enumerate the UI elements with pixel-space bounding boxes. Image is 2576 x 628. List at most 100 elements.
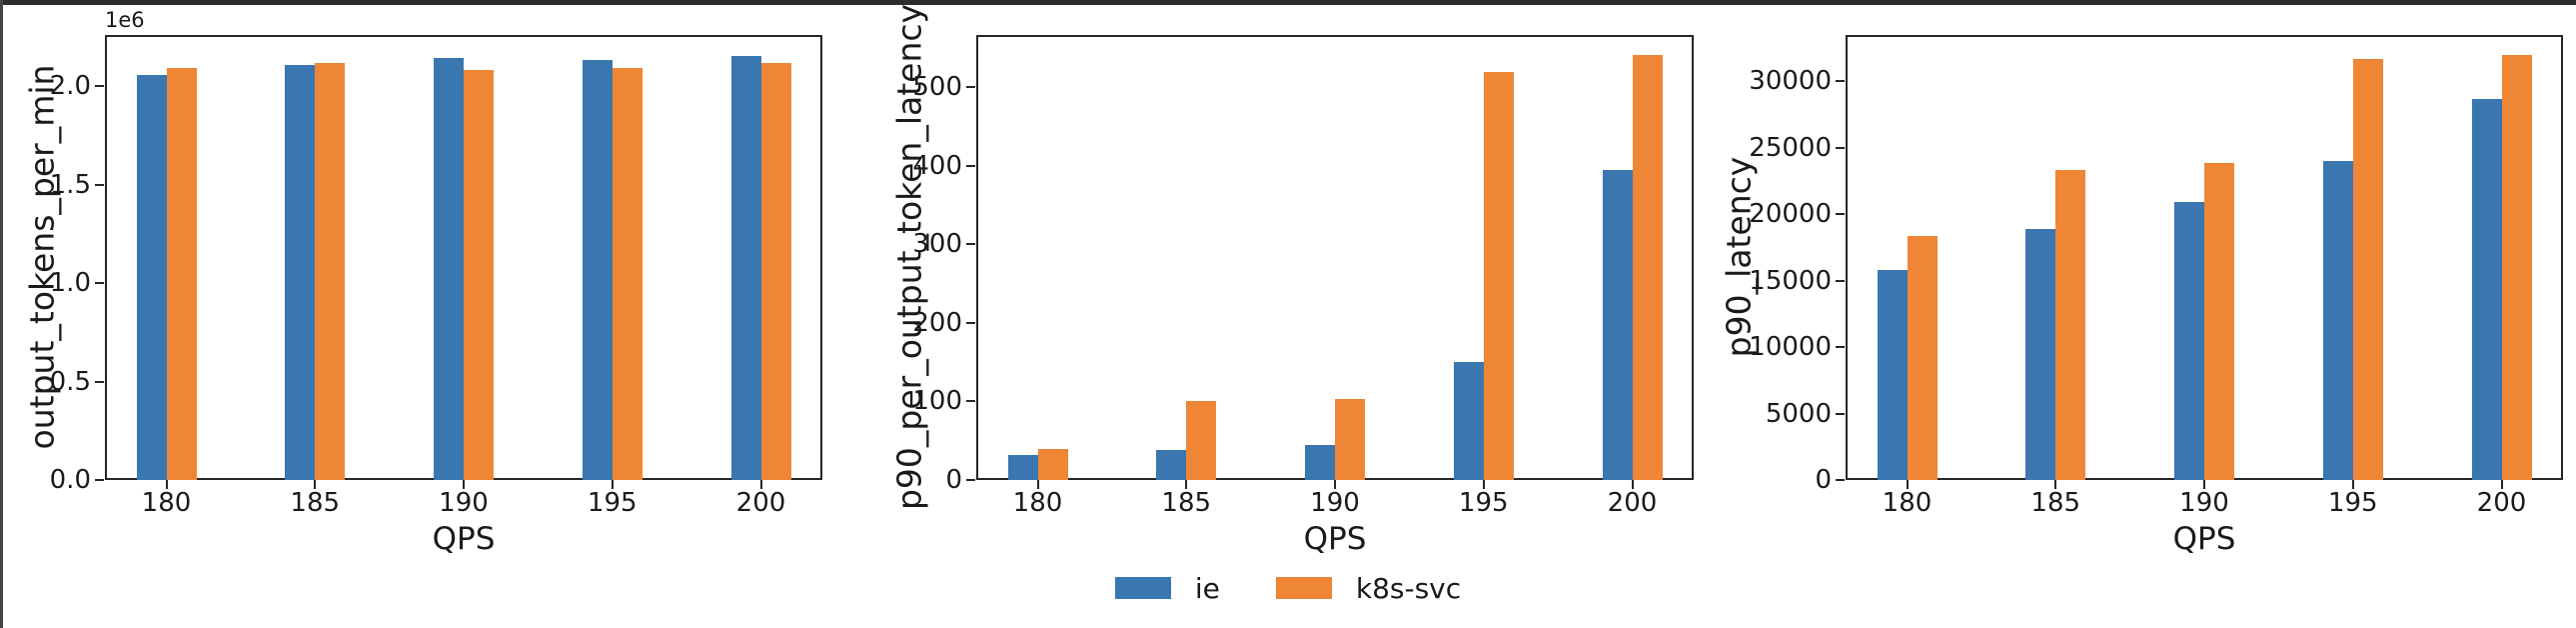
y-tick-mark (966, 85, 975, 88)
y-tick-label: 2.0 (49, 71, 91, 102)
x-tick-mark (1631, 480, 1634, 489)
x-tick-mark (463, 480, 465, 489)
bar-ie-195 (582, 60, 613, 480)
x-tick-mark (1185, 480, 1188, 489)
bar-k8s-svc-195 (1483, 71, 1514, 480)
bar-k8s-svc-185 (1186, 401, 1217, 480)
y-tick-label: 25000 (1749, 132, 1832, 163)
y-axis-label-p90-latency: p90_latency (1719, 156, 1759, 358)
y-tick-mark (1836, 146, 1845, 149)
x-tick-label: 190 (2179, 488, 2229, 518)
y-tick-mark (966, 164, 975, 167)
y-tick-mark (95, 183, 104, 186)
legend-item-k8s-svc: k8s-svc (1275, 571, 1462, 605)
x-tick-mark (2500, 480, 2503, 489)
x-tick-mark (314, 480, 317, 489)
legend-label-k8s-svc: k8s-svc (1355, 571, 1462, 605)
x-tick-label: 180 (1012, 488, 1063, 518)
y-tick-label: 300 (912, 229, 962, 260)
y-tick-label: 1.0 (49, 268, 91, 299)
y-tick-label: 200 (912, 307, 962, 338)
x-tick-mark (2054, 480, 2057, 489)
y-tick-mark (95, 282, 104, 285)
y-tick-mark (1836, 279, 1845, 282)
y-tick-mark (95, 479, 104, 481)
y-tick-mark (1836, 479, 1845, 481)
y-tick-label: 30000 (1749, 66, 1832, 97)
y-tick-label: 100 (912, 386, 962, 417)
window-top-bar (0, 0, 2576, 5)
x-tick-label: 195 (1458, 488, 1509, 518)
y-tick-label: 0.0 (49, 465, 91, 495)
bar-ie-200 (730, 56, 761, 480)
bar-ie-195 (2322, 161, 2353, 480)
x-tick-label: 190 (439, 488, 489, 518)
y-tick-label: 20000 (1749, 199, 1832, 230)
bar-ie-185 (2025, 228, 2056, 480)
y-tick-label: 5000 (1765, 398, 1832, 429)
x-tick-label: 200 (1607, 488, 1658, 518)
window-left-edge (0, 0, 3, 628)
bar-ie-180 (1877, 270, 1908, 480)
bar-k8s-svc-180 (1907, 235, 1937, 480)
x-tick-mark (2203, 480, 2205, 489)
x-tick-label: 195 (2327, 488, 2378, 518)
y-tick-mark (1836, 213, 1845, 216)
legend-label-ie: ie (1194, 571, 1220, 605)
legend-swatch-ie (1114, 577, 1171, 599)
y-tick-label: 400 (912, 150, 962, 181)
y-tick-label: 0 (1815, 465, 1832, 495)
x-tick-label: 200 (735, 488, 786, 518)
bar-k8s-svc-185 (315, 63, 346, 480)
bar-k8s-svc-190 (1335, 399, 1365, 480)
y-tick-mark (966, 400, 975, 403)
legend-item-ie: ie (1114, 571, 1220, 605)
x-tick-mark (165, 480, 168, 489)
bar-k8s-svc-200 (1632, 54, 1663, 480)
x-axis-label-qps-3: QPS (2172, 521, 2236, 557)
bar-k8s-svc-185 (2055, 170, 2086, 480)
bar-k8s-svc-180 (1037, 448, 1068, 480)
bar-k8s-svc-195 (612, 68, 643, 480)
x-tick-label: 180 (141, 488, 192, 518)
x-tick-mark (1482, 480, 1485, 489)
y-tick-mark (1836, 80, 1845, 83)
y-tick-label: 1.5 (49, 169, 91, 200)
y-tick-mark (966, 321, 975, 324)
bar-k8s-svc-180 (166, 68, 197, 480)
y-tick-mark (95, 85, 104, 88)
legend: ie k8s-svc (0, 566, 2576, 610)
bar-ie-190 (434, 58, 464, 480)
bar-ie-190 (2174, 202, 2204, 480)
x-tick-mark (1334, 480, 1336, 489)
bar-ie-180 (136, 75, 167, 480)
y-tick-mark (966, 243, 975, 246)
x-tick-mark (1036, 480, 1039, 489)
x-tick-label: 185 (2030, 488, 2081, 518)
bar-ie-180 (1007, 454, 1038, 480)
x-tick-label: 185 (1161, 488, 1212, 518)
bar-k8s-svc-190 (464, 70, 494, 480)
x-tick-label: 185 (290, 488, 341, 518)
x-tick-label: 200 (2476, 488, 2527, 518)
bar-ie-190 (1305, 445, 1335, 480)
y-tick-label: 500 (912, 71, 962, 102)
x-axis-label-qps-2: QPS (1303, 521, 1367, 557)
bar-ie-185 (285, 64, 316, 480)
y-tick-mark (1836, 412, 1845, 415)
y-tick-mark (966, 479, 975, 481)
x-tick-mark (759, 480, 762, 489)
x-tick-mark (1906, 480, 1909, 489)
x-tick-label: 195 (587, 488, 638, 518)
bar-ie-200 (1602, 170, 1633, 480)
x-tick-label: 180 (1882, 488, 1932, 518)
y-tick-label: 10000 (1749, 332, 1832, 363)
bar-k8s-svc-200 (760, 63, 791, 480)
y-tick-mark (95, 380, 104, 383)
bar-ie-200 (2471, 98, 2502, 480)
bar-ie-185 (1156, 450, 1187, 480)
axis-offset-text: 1e6 (105, 8, 145, 32)
y-tick-label: 0.5 (49, 366, 91, 397)
y-tick-label: 15000 (1749, 265, 1832, 296)
